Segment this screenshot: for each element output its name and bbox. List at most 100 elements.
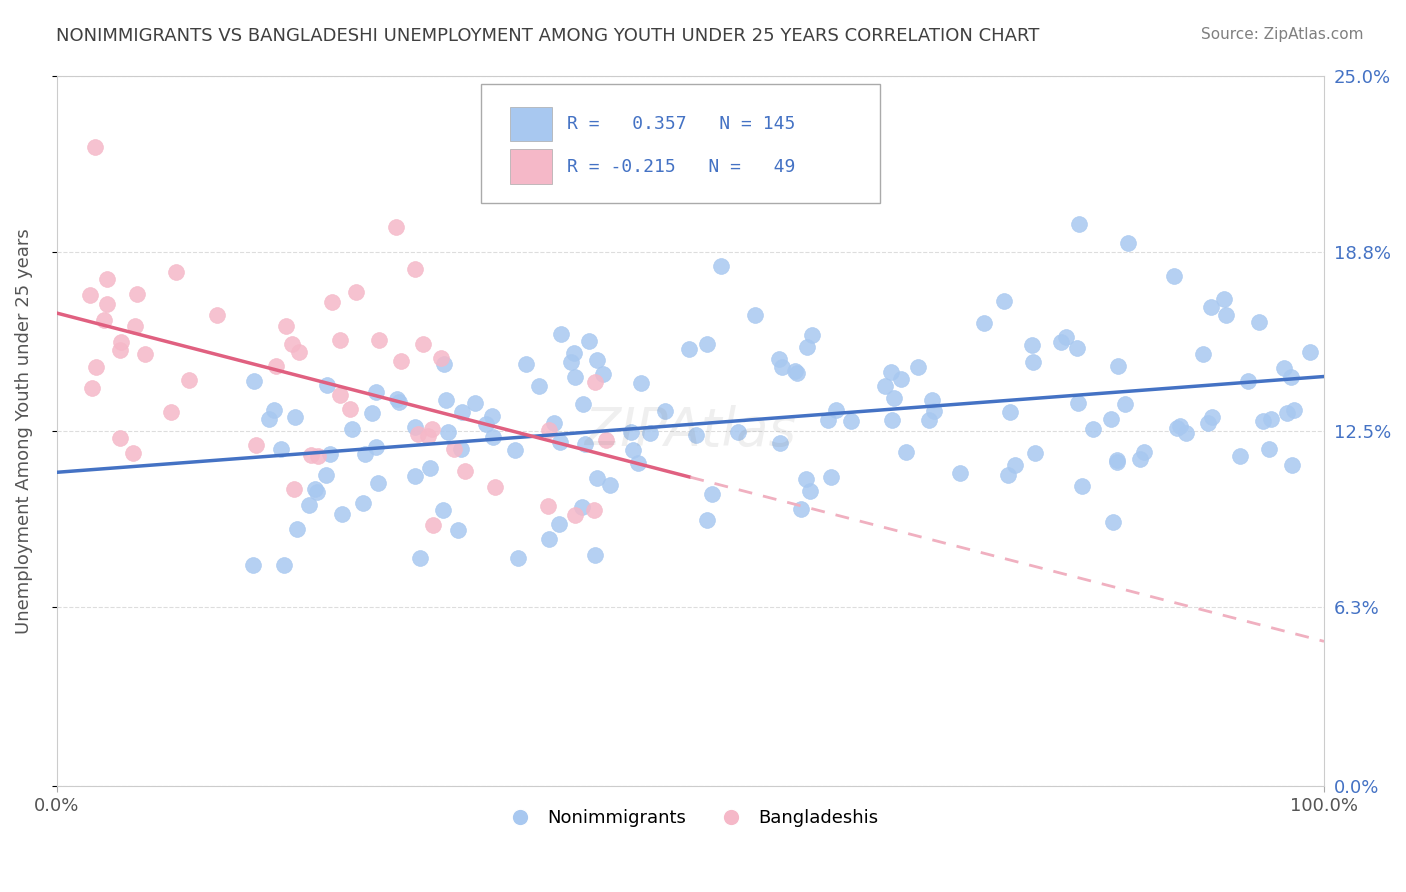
Point bbox=[285, 522, 308, 536]
Text: ZIPAtlas: ZIPAtlas bbox=[585, 405, 796, 457]
Text: R =   0.357   N = 145: R = 0.357 N = 145 bbox=[568, 115, 796, 133]
Point bbox=[368, 334, 391, 348]
Point bbox=[571, 500, 593, 514]
Point bbox=[627, 456, 650, 470]
Point bbox=[998, 405, 1021, 419]
Point bbox=[654, 403, 676, 417]
Point bbox=[1174, 425, 1197, 440]
Point bbox=[630, 376, 652, 390]
Point bbox=[710, 259, 733, 273]
Point bbox=[696, 336, 718, 351]
Point bbox=[122, 446, 145, 460]
Point bbox=[352, 496, 374, 510]
Point bbox=[1197, 416, 1219, 430]
Point bbox=[1279, 370, 1302, 384]
Point bbox=[599, 478, 621, 492]
Point bbox=[700, 486, 723, 500]
Point bbox=[564, 345, 586, 359]
Point bbox=[586, 353, 609, 368]
Point bbox=[165, 265, 187, 279]
Point bbox=[583, 503, 606, 517]
Point bbox=[436, 425, 458, 440]
Point bbox=[1275, 406, 1298, 420]
Point bbox=[134, 347, 156, 361]
Point bbox=[364, 440, 387, 454]
Point bbox=[824, 403, 846, 417]
Point bbox=[550, 435, 572, 450]
Point bbox=[385, 392, 408, 406]
Legend: Nonimmigrants, Bangladeshis: Nonimmigrants, Bangladeshis bbox=[495, 802, 886, 834]
Point bbox=[450, 442, 472, 456]
Point bbox=[1258, 442, 1281, 457]
Point bbox=[360, 406, 382, 420]
Point bbox=[263, 402, 285, 417]
Point bbox=[412, 337, 434, 351]
Point bbox=[696, 513, 718, 527]
Point bbox=[1049, 334, 1071, 349]
Point bbox=[783, 363, 806, 377]
Point bbox=[430, 351, 453, 365]
Point bbox=[274, 318, 297, 333]
Point bbox=[1191, 347, 1213, 361]
Point bbox=[443, 442, 465, 456]
Point bbox=[422, 518, 444, 533]
Point bbox=[1215, 308, 1237, 322]
Text: R = -0.215   N =   49: R = -0.215 N = 49 bbox=[568, 158, 796, 176]
Point bbox=[796, 340, 818, 354]
Point bbox=[997, 468, 1019, 483]
Point bbox=[1101, 515, 1123, 529]
Point bbox=[447, 524, 470, 538]
Point bbox=[1105, 455, 1128, 469]
FancyBboxPatch shape bbox=[481, 84, 880, 203]
Point bbox=[727, 425, 749, 440]
Point bbox=[592, 368, 614, 382]
Point bbox=[744, 308, 766, 322]
Point bbox=[550, 326, 572, 341]
Point bbox=[283, 483, 305, 497]
Point bbox=[621, 442, 644, 457]
Point bbox=[110, 343, 132, 357]
Point bbox=[1114, 397, 1136, 411]
Point bbox=[1247, 315, 1270, 329]
Point bbox=[1201, 410, 1223, 425]
Point bbox=[1281, 458, 1303, 473]
Bar bbox=[510, 107, 553, 141]
Point bbox=[817, 413, 839, 427]
Point bbox=[339, 402, 361, 417]
Point bbox=[354, 447, 377, 461]
Point bbox=[894, 445, 917, 459]
Point bbox=[450, 405, 472, 419]
Point bbox=[1213, 292, 1236, 306]
Point bbox=[1099, 412, 1122, 426]
Point bbox=[1229, 450, 1251, 464]
Point bbox=[638, 426, 661, 441]
Point bbox=[83, 139, 105, 153]
Point bbox=[404, 469, 426, 483]
Point bbox=[794, 472, 817, 486]
Point bbox=[1066, 396, 1088, 410]
Point bbox=[578, 334, 600, 349]
Point bbox=[409, 551, 432, 566]
Point bbox=[1163, 268, 1185, 283]
Point bbox=[1021, 337, 1043, 351]
Point bbox=[506, 550, 529, 565]
Point bbox=[273, 558, 295, 572]
Point bbox=[993, 294, 1015, 309]
Point bbox=[367, 476, 389, 491]
Point bbox=[124, 318, 146, 333]
Point bbox=[1299, 344, 1322, 359]
Point bbox=[543, 416, 565, 430]
Point bbox=[547, 516, 569, 531]
Point bbox=[482, 430, 505, 444]
Point bbox=[907, 359, 929, 374]
Point bbox=[1199, 301, 1222, 315]
Point bbox=[288, 345, 311, 359]
Point bbox=[205, 308, 228, 322]
Point bbox=[538, 532, 561, 546]
Point bbox=[281, 337, 304, 351]
Bar bbox=[510, 150, 553, 184]
Point bbox=[484, 480, 506, 494]
Point bbox=[304, 483, 326, 497]
Point bbox=[873, 378, 896, 392]
Point bbox=[1128, 451, 1150, 466]
